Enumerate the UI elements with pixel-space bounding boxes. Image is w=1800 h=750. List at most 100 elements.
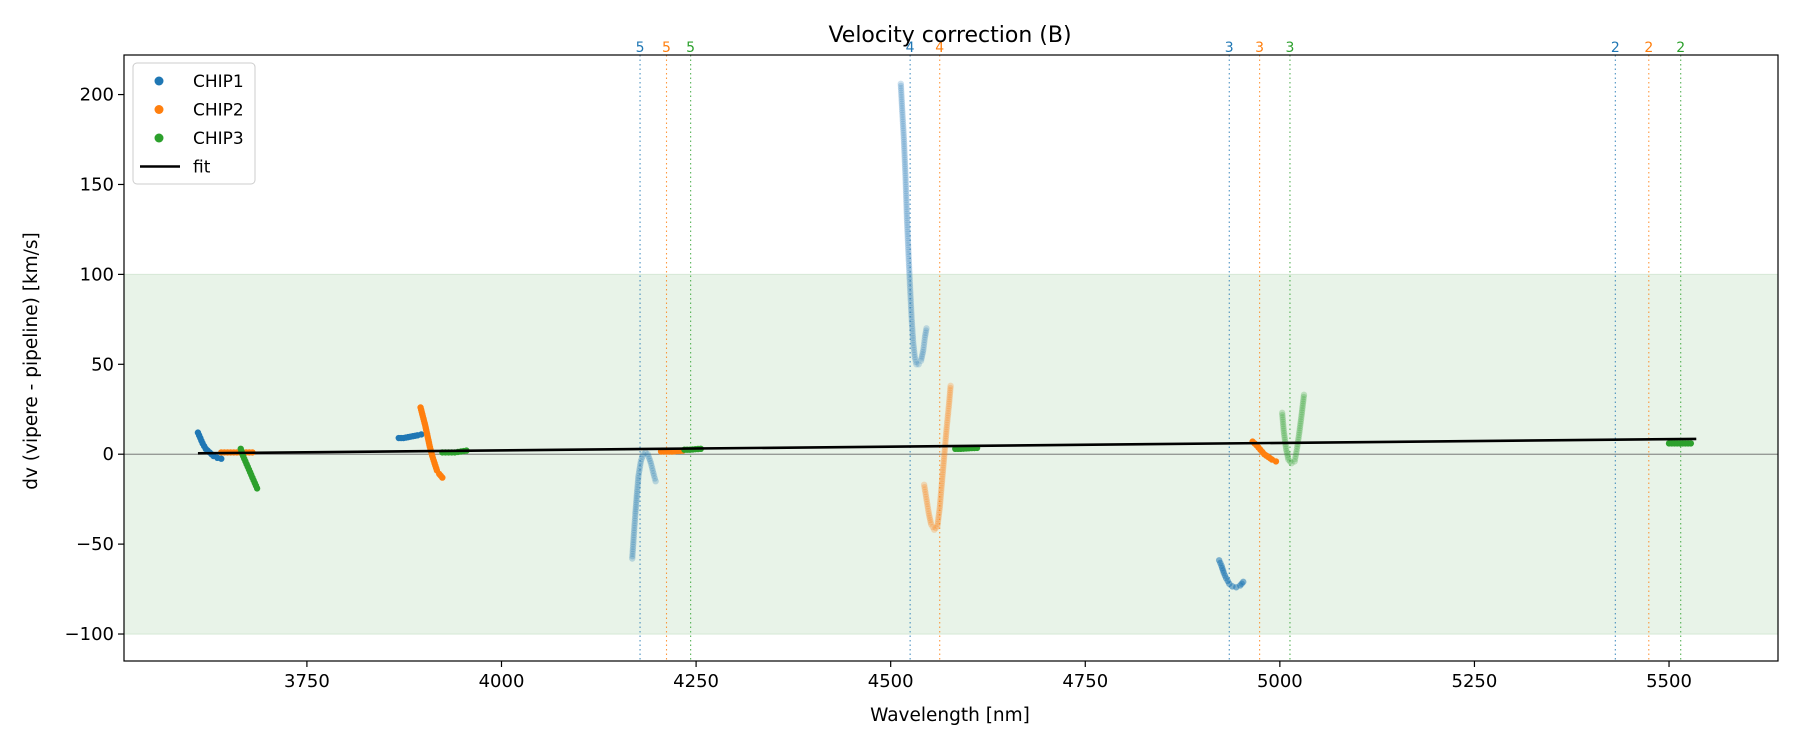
data-point-chip1: [922, 331, 929, 339]
data-point-chip3: [1292, 450, 1300, 458]
data-point-chip1: [646, 457, 654, 465]
data-point-chip2: [941, 451, 948, 458]
data-point-chip2: [924, 500, 931, 508]
data-point-chip1: [629, 541, 637, 548]
data-point-chip1: [633, 490, 641, 497]
data-point-chip1: [630, 529, 638, 536]
data-point-chip3: [1298, 407, 1306, 414]
order-label: 4: [906, 40, 915, 56]
data-point-chip1: [647, 459, 655, 467]
data-point-chip3: [1296, 422, 1304, 430]
data-point-chip1: [631, 517, 639, 524]
data-point-chip1: [907, 292, 914, 300]
data-point-chip2: [936, 502, 944, 510]
data-point-chip3: [1300, 391, 1308, 399]
y-tick-label: 100: [80, 264, 114, 285]
data-point-chip1: [903, 197, 910, 204]
data-point-chip1: [648, 465, 656, 472]
data-point-chip2: [931, 526, 938, 533]
data-point-chip1: [911, 353, 919, 361]
data-point-chip2: [923, 495, 930, 503]
data-point-chip1: [899, 122, 907, 130]
data-point-chip1: [900, 129, 907, 136]
data-point-chip3: [1279, 420, 1287, 428]
data-point-chip2: [938, 477, 946, 485]
data-point-chip2: [946, 393, 953, 401]
data-point-chip1: [903, 212, 911, 220]
data-point-chip1: [920, 346, 927, 354]
data-point-chip2: [942, 433, 950, 440]
data-point-chip3: [1687, 440, 1695, 447]
data-point-chip1: [903, 214, 911, 222]
data-point-chip1: [637, 458, 645, 465]
data-point-chip1: [630, 534, 637, 541]
data-point-chip1: [921, 334, 929, 341]
data-point-chip1: [900, 140, 908, 148]
data-point-chip3: [1282, 443, 1289, 450]
legend-marker-chip2: [154, 105, 164, 114]
data-point-chip1: [898, 89, 905, 96]
data-point-chip3: [1282, 445, 1290, 453]
data-point-chip1: [907, 299, 915, 307]
data-point-chip2: [925, 510, 933, 517]
legend-label: CHIP2: [193, 101, 244, 121]
data-point-chip2: [939, 473, 946, 480]
data-point-chip1: [900, 131, 907, 139]
data-point-chip1: [633, 488, 641, 495]
data-point-chip1: [901, 145, 908, 152]
data-point-chip3: [1279, 418, 1287, 426]
data-point-chip1: [903, 199, 910, 206]
data-point-chip3: [1280, 425, 1287, 432]
data-point-chip2: [947, 387, 954, 394]
data-point-chip1: [905, 248, 912, 256]
data-point-chip1: [911, 351, 918, 358]
data-point-chip1: [905, 253, 912, 260]
data-point-chip1: [908, 309, 915, 316]
data-point-chip1: [629, 552, 636, 560]
data-point-chip3: [1300, 393, 1307, 401]
data-point-chip1: [906, 271, 913, 279]
data-point-chip2: [937, 495, 944, 503]
data-point-chip1: [899, 120, 907, 127]
data-point-chip3: [1280, 429, 1288, 437]
data-point-chip1: [900, 127, 907, 134]
data-point-chip1: [904, 244, 912, 251]
data-point-chip2: [946, 391, 954, 399]
data-point-chip2: [938, 480, 946, 487]
data-point-chip3: [1300, 398, 1307, 405]
data-point-chip2: [939, 468, 947, 476]
data-point-chip1: [907, 294, 914, 302]
data-point-chip1: [903, 203, 910, 211]
data-point-chip1: [634, 477, 642, 484]
data-point-chip2: [937, 489, 945, 496]
data-point-chip1: [909, 327, 916, 335]
data-point-chip1: [909, 332, 916, 339]
data-point-chip3: [1296, 424, 1304, 432]
data-point-chip2: [943, 419, 951, 426]
y-tick-label: 0: [103, 444, 114, 465]
data-point-chip2: [942, 430, 950, 438]
x-tick-label: 4000: [479, 671, 525, 692]
data-point-chip1: [903, 219, 911, 226]
data-point-chip1: [917, 357, 925, 364]
data-point-chip1: [632, 501, 640, 508]
data-point-chip1: [632, 510, 639, 517]
data-point-chip1: [900, 134, 907, 141]
data-point-chip1: [904, 221, 911, 229]
data-point-chip3: [1293, 445, 1301, 453]
data-point-chip1: [898, 91, 905, 99]
data-point-chip1: [915, 361, 922, 368]
data-point-chip2: [937, 491, 945, 498]
data-point-chip3: [1299, 402, 1306, 410]
data-point-chip1: [905, 257, 913, 265]
data-point-chip1: [906, 283, 914, 290]
data-point-chip1: [907, 290, 914, 297]
data-point-chip2: [935, 513, 942, 521]
data-point-chip2: [936, 504, 943, 512]
data-point-chip1: [905, 262, 913, 269]
data-point-chip2: [945, 402, 953, 410]
data-point-chip2: [938, 484, 945, 492]
data-point-chip2: [924, 503, 931, 510]
data-point-chip2: [939, 466, 947, 474]
data-point-chip1: [904, 230, 911, 238]
